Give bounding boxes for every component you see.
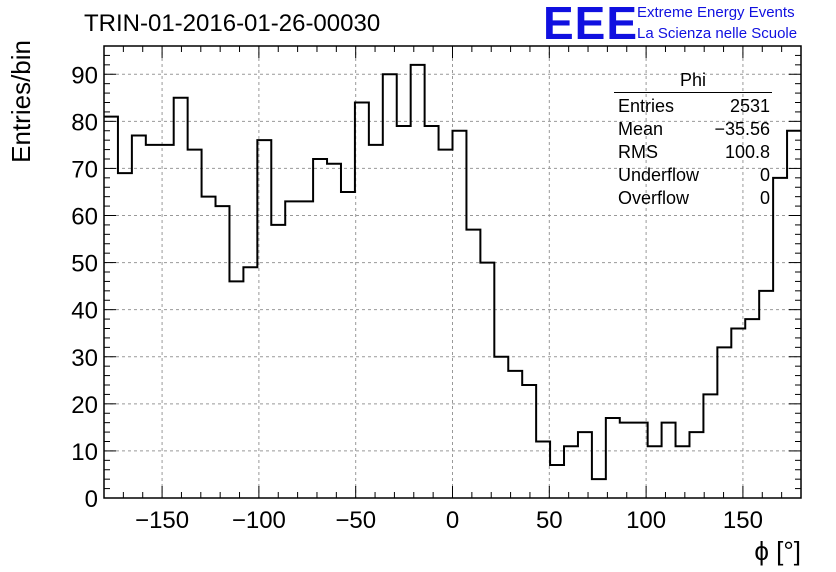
x-tick-label: −50: [335, 507, 376, 534]
stats-row-mean: Mean −35.56: [610, 118, 778, 141]
y-axis-label: Entries/bin: [6, 40, 36, 163]
stats-label: Entries: [618, 96, 675, 116]
x-tick-label: 100: [626, 507, 666, 534]
stats-row-rms: RMS 100.8: [610, 141, 778, 164]
stats-label: Mean: [618, 119, 664, 139]
y-tick-label: 40: [71, 298, 98, 325]
logo-line-2: La Scienza nelle Scuole: [637, 25, 798, 42]
x-tick-label: −150: [135, 507, 189, 534]
x-tick-label: 50: [536, 507, 563, 534]
stats-value: 0: [759, 188, 770, 208]
stats-title: Phi: [614, 70, 772, 93]
stats-value: 0: [759, 165, 770, 185]
stats-row-overflow: Overflow 0: [610, 187, 778, 210]
stats-label: Overflow: [618, 188, 690, 208]
y-tick-label: 10: [71, 439, 98, 466]
x-tick-label: 0: [446, 507, 459, 534]
eee-logo: EEE: [543, 0, 639, 49]
y-tick-label: 60: [71, 204, 98, 231]
x-axis-label: ϕ [°]: [754, 536, 801, 566]
stats-row-underflow: Underflow 0: [610, 164, 778, 187]
logo-line-1: Extreme Energy Events: [637, 4, 795, 21]
y-tick-label: 70: [71, 156, 98, 183]
y-tick-label: 50: [71, 251, 98, 278]
y-tick-label: 30: [71, 345, 98, 372]
stats-label: RMS: [618, 142, 658, 162]
y-tick-label: 0: [85, 486, 98, 513]
x-tick-label: 150: [723, 507, 763, 534]
chart-title: TRIN-01-2016-01-26-00030: [84, 10, 381, 37]
histogram-line: [104, 63, 801, 481]
stats-box: Phi Entries 2531 Mean −35.56 RMS 100.8 U…: [610, 70, 778, 210]
stats-value: 2531: [729, 96, 770, 116]
stats-value: 100.8: [724, 142, 770, 162]
x-tick-label: −100: [232, 507, 286, 534]
y-tick-label: 20: [71, 392, 98, 419]
stats-row-entries: Entries 2531: [610, 95, 778, 118]
y-tick-label: 90: [71, 62, 98, 89]
stats-label: Underflow: [618, 165, 700, 185]
y-tick-label: 80: [71, 109, 98, 136]
stats-value: −35.56: [714, 119, 770, 139]
